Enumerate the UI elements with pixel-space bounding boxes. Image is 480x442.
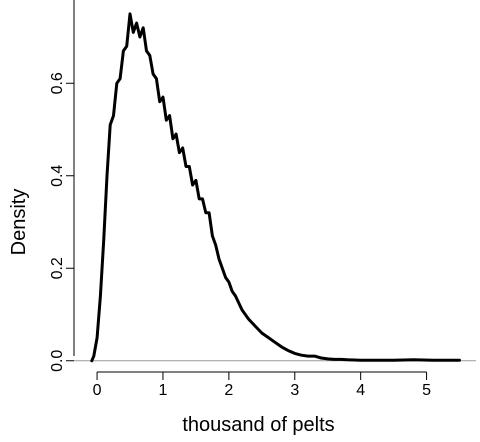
y-tick-label: 0.6	[49, 72, 66, 94]
y-axis-label: Density	[8, 189, 30, 256]
plot-area	[74, 12, 476, 363]
y-tick-label: 0.2	[49, 257, 66, 279]
x-tick-label: 2	[224, 382, 233, 399]
y-tick-label: 0.4	[49, 165, 66, 187]
x-tick-label: 4	[356, 382, 365, 399]
x-tick-label: 3	[290, 382, 299, 399]
y-tick-label: 0.0	[49, 350, 66, 372]
y-axis: 0.0 0.2 0.4 0.6	[49, 0, 75, 372]
x-axis: 0 1 2 3 4 5	[93, 371, 431, 399]
x-tick-label: 0	[93, 382, 102, 399]
x-tick-label: 1	[159, 382, 168, 399]
density-curve	[90, 12, 461, 363]
x-tick-label: 5	[422, 382, 431, 399]
x-axis-label: thousand of pelts	[182, 414, 334, 436]
